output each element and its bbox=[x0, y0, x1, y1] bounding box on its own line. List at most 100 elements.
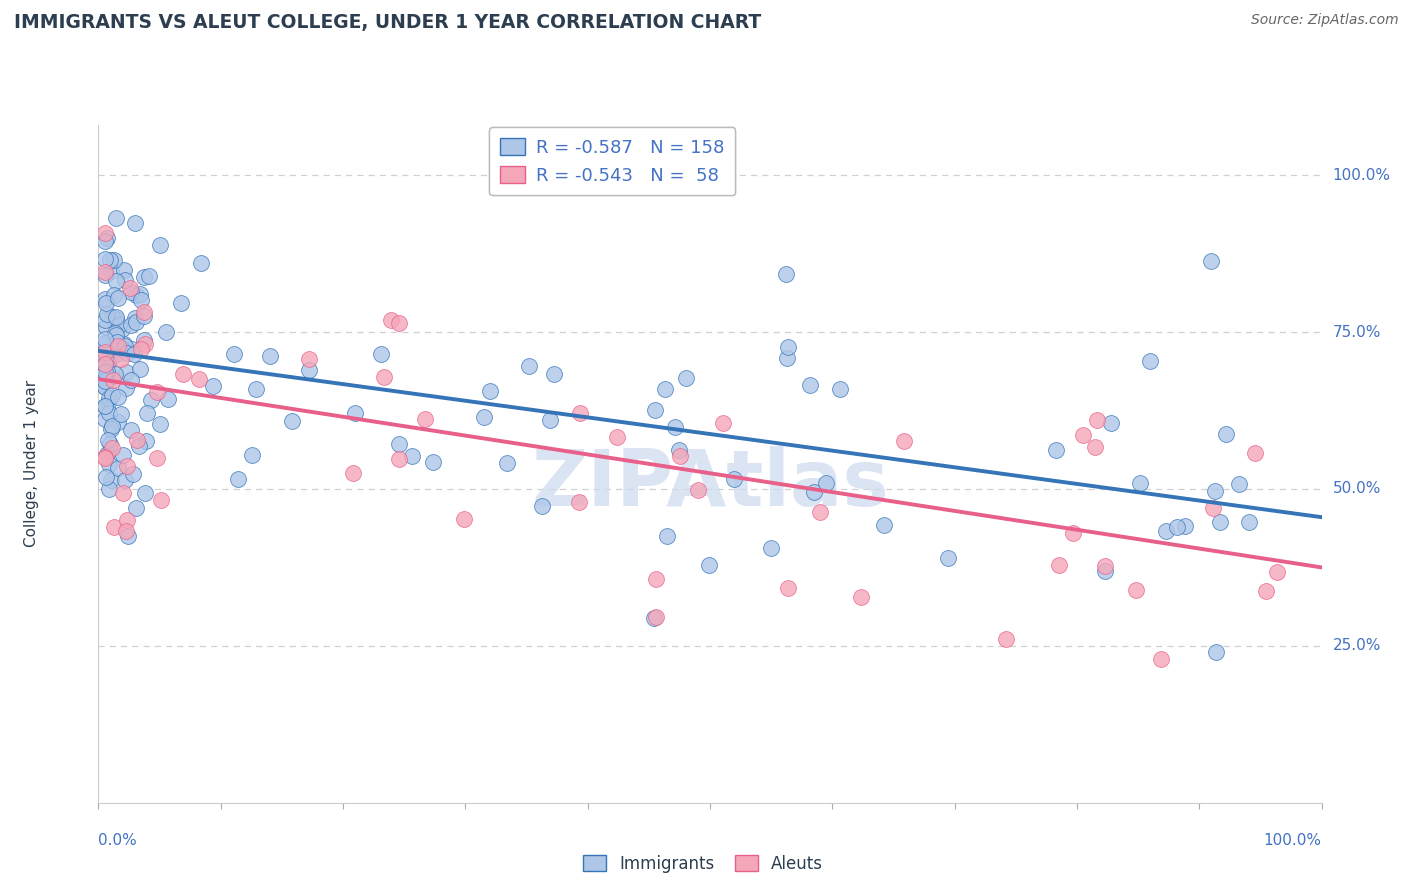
Point bbox=[93, 371, 115, 385]
Point bbox=[776, 340, 799, 354]
Point bbox=[1094, 558, 1116, 573]
Point bbox=[125, 287, 148, 301]
Point bbox=[120, 281, 142, 295]
Point bbox=[93, 252, 115, 266]
Point bbox=[136, 406, 159, 420]
Point bbox=[776, 581, 799, 595]
Point bbox=[93, 400, 115, 414]
Point bbox=[93, 358, 115, 372]
Point bbox=[531, 499, 554, 513]
Point bbox=[120, 373, 142, 387]
Point bbox=[815, 476, 838, 491]
Point bbox=[96, 447, 118, 461]
Point bbox=[401, 450, 423, 464]
Point bbox=[114, 365, 136, 379]
Point bbox=[1166, 520, 1188, 534]
Point bbox=[98, 406, 121, 420]
Point bbox=[245, 382, 267, 396]
Point bbox=[103, 373, 125, 387]
Text: IMMIGRANTS VS ALEUT COLLEGE, UNDER 1 YEAR CORRELATION CHART: IMMIGRANTS VS ALEUT COLLEGE, UNDER 1 YEA… bbox=[14, 13, 761, 32]
Point bbox=[105, 335, 128, 350]
Point bbox=[93, 313, 115, 327]
Text: 25.0%: 25.0% bbox=[1333, 639, 1381, 653]
Point bbox=[893, 434, 915, 448]
Legend: R = -0.587   N = 158, R = -0.543   N =  58: R = -0.587 N = 158, R = -0.543 N = 58 bbox=[489, 128, 735, 195]
Point bbox=[93, 374, 115, 388]
Point bbox=[644, 403, 666, 417]
Text: 100.0%: 100.0% bbox=[1264, 833, 1322, 848]
Point bbox=[98, 352, 121, 367]
Point bbox=[994, 632, 1017, 647]
Point bbox=[93, 380, 115, 394]
Point bbox=[134, 336, 156, 351]
Point bbox=[121, 342, 143, 356]
Point bbox=[803, 485, 825, 500]
Point bbox=[97, 355, 120, 369]
Point bbox=[1045, 443, 1067, 458]
Point bbox=[128, 439, 150, 453]
Point bbox=[101, 419, 124, 434]
Point bbox=[1205, 645, 1227, 659]
Point bbox=[1150, 652, 1173, 666]
Point bbox=[120, 423, 142, 437]
Point bbox=[112, 337, 135, 351]
Point bbox=[141, 393, 163, 408]
Point bbox=[120, 285, 142, 299]
Point bbox=[190, 256, 212, 270]
Point bbox=[103, 253, 125, 268]
Point bbox=[1265, 565, 1288, 579]
Point bbox=[149, 417, 172, 431]
Point bbox=[96, 364, 118, 378]
Point bbox=[93, 234, 115, 248]
Point bbox=[93, 365, 115, 379]
Point bbox=[105, 312, 128, 326]
Point bbox=[808, 505, 831, 519]
Point bbox=[105, 347, 128, 361]
Point bbox=[188, 372, 211, 386]
Point bbox=[851, 590, 873, 604]
Point bbox=[107, 460, 129, 475]
Point bbox=[668, 442, 690, 457]
Point bbox=[107, 318, 129, 332]
Point bbox=[105, 327, 128, 342]
Point bbox=[675, 371, 697, 385]
Point bbox=[103, 520, 125, 534]
Point bbox=[132, 309, 155, 323]
Point bbox=[259, 349, 281, 363]
Point bbox=[1047, 558, 1070, 572]
Point bbox=[93, 332, 115, 346]
Point bbox=[281, 414, 304, 428]
Point bbox=[1125, 583, 1147, 598]
Point bbox=[645, 572, 668, 586]
Point bbox=[103, 288, 125, 302]
Point bbox=[100, 370, 122, 384]
Point bbox=[422, 455, 444, 469]
Point bbox=[96, 307, 118, 321]
Point bbox=[1129, 475, 1152, 490]
Point bbox=[107, 390, 129, 404]
Point bbox=[873, 518, 896, 533]
Point bbox=[657, 529, 679, 543]
Point bbox=[129, 343, 152, 357]
Point bbox=[93, 292, 115, 306]
Point bbox=[107, 291, 129, 305]
Point bbox=[101, 441, 124, 455]
Point bbox=[134, 485, 156, 500]
Point bbox=[93, 350, 115, 364]
Point bbox=[1227, 477, 1250, 491]
Point bbox=[156, 392, 179, 406]
Point bbox=[115, 524, 138, 538]
Point bbox=[132, 333, 155, 347]
Point bbox=[117, 346, 139, 360]
Point bbox=[114, 473, 136, 487]
Point bbox=[776, 351, 799, 366]
Point bbox=[100, 253, 122, 268]
Point bbox=[124, 216, 146, 230]
Point bbox=[1084, 440, 1107, 454]
Point bbox=[97, 392, 120, 406]
Point bbox=[1204, 484, 1226, 499]
Point bbox=[388, 437, 411, 451]
Point bbox=[128, 362, 150, 376]
Point bbox=[104, 274, 127, 288]
Point bbox=[112, 263, 135, 277]
